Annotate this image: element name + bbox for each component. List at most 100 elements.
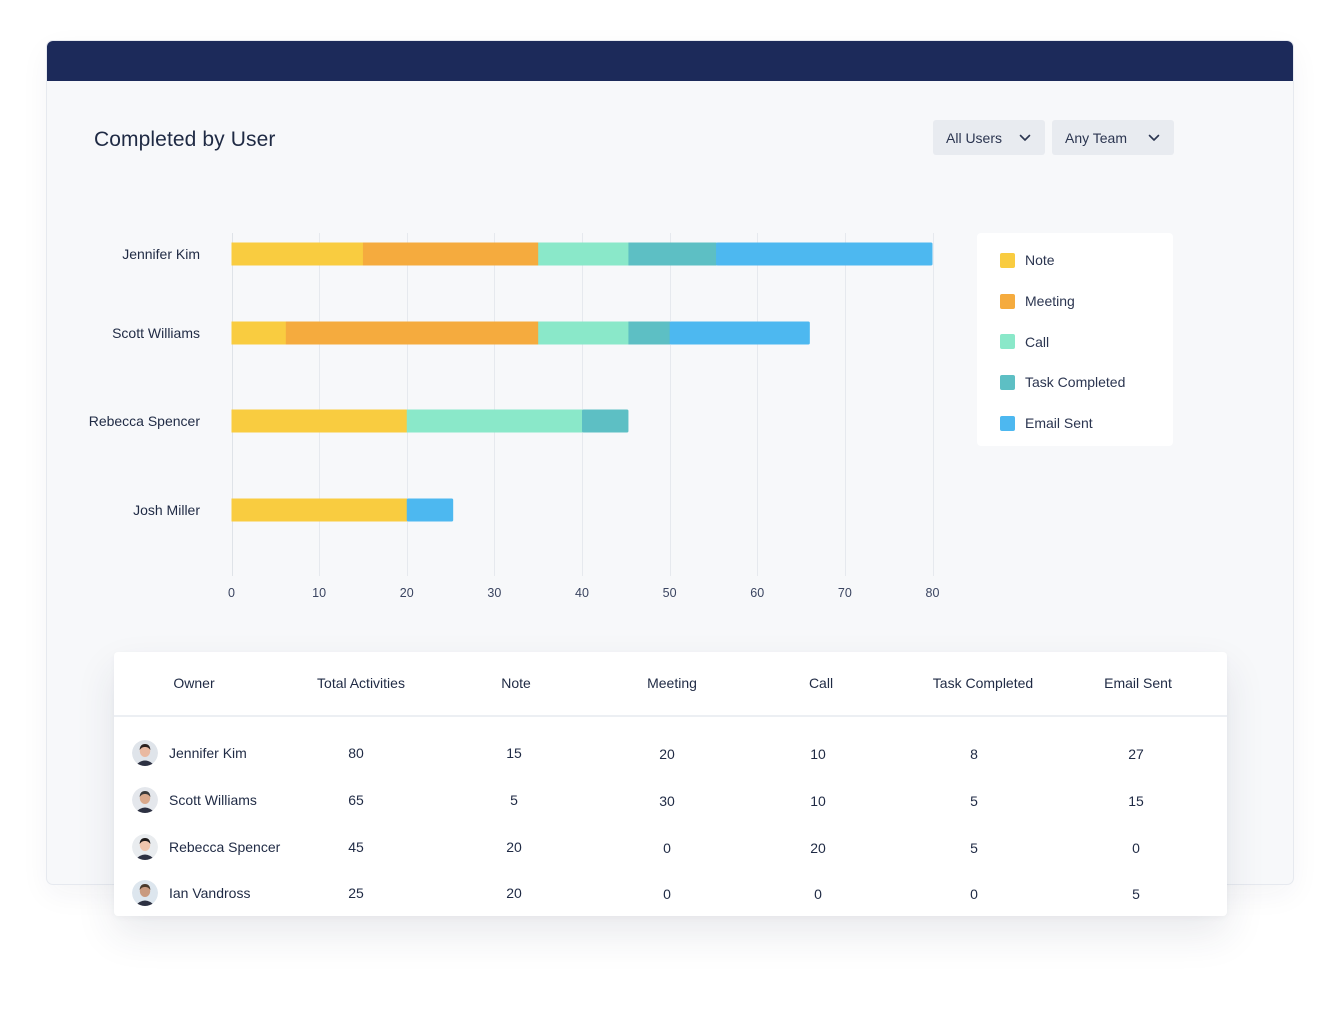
y-category-label: Josh Miller — [133, 502, 200, 518]
legend-item: Meeting — [1000, 281, 1173, 322]
owner-name: Ian Vandross — [169, 885, 251, 901]
bar-segment — [406, 409, 583, 433]
table-cell: 5 — [970, 793, 978, 809]
x-tick-label: 20 — [400, 586, 414, 600]
table-cell: 0 — [1132, 840, 1140, 856]
avatar — [132, 740, 158, 766]
x-tick-label: 70 — [838, 586, 852, 600]
table-cell: 10 — [810, 746, 826, 762]
owner-cell: Scott Williams — [132, 777, 257, 823]
column-header[interactable]: Task Completed — [932, 675, 1034, 691]
table-cell: 27 — [1128, 746, 1144, 762]
x-tick-label: 50 — [663, 586, 677, 600]
y-category-label: Jennifer Kim — [122, 246, 200, 262]
legend-swatch — [1000, 252, 1015, 268]
table-cell: 5 — [1132, 886, 1140, 902]
bar-segment — [231, 498, 408, 522]
legend-item: Task Completed — [1000, 362, 1173, 403]
x-tick-label: 10 — [312, 586, 326, 600]
page-title: Completed by User — [94, 128, 276, 151]
legend-item: Email Sent — [1000, 403, 1173, 444]
owner-name: Jennifer Kim — [169, 745, 247, 761]
avatar — [132, 787, 158, 813]
column-header[interactable]: Call — [808, 675, 834, 691]
bar-segment — [716, 242, 933, 266]
column-header[interactable]: Email Sent — [1104, 675, 1172, 691]
legend-swatch — [1000, 334, 1015, 350]
table-row[interactable]: Scott Williams 65 5 30 10 5 15 — [114, 777, 1227, 823]
column-header[interactable]: Note — [501, 675, 531, 691]
legend-item: Call — [1000, 321, 1173, 362]
table-cell: 20 — [659, 746, 675, 762]
table-cell: 0 — [663, 840, 671, 856]
table-cell: 65 — [348, 792, 364, 808]
table-cell: 0 — [814, 886, 822, 902]
bar-segment — [231, 242, 364, 266]
owner-cell: Ian Vandross — [132, 870, 250, 916]
table-cell: 0 — [970, 886, 978, 902]
legend-label: Call — [1025, 333, 1050, 350]
owner-cell: Rebecca Spencer — [132, 824, 280, 870]
column-header[interactable]: Meeting — [647, 675, 697, 691]
table-cell: 30 — [659, 793, 675, 809]
bar-segment — [285, 321, 539, 345]
avatar — [132, 834, 158, 860]
table-cell: 20 — [810, 840, 826, 856]
x-tick-label: 40 — [575, 586, 589, 600]
chevron-down-icon — [1019, 132, 1031, 144]
bar-segment — [231, 409, 408, 433]
bar-segment — [669, 321, 810, 345]
legend-label: Email Sent — [1025, 415, 1093, 432]
table-cell: 15 — [1128, 793, 1144, 809]
y-category-label: Rebecca Spencer — [89, 413, 201, 429]
completed-by-user-chart: 0 10 20 30 40 50 60 70 80 Jennifer Kim Scott Willi… — [89, 233, 940, 600]
chevron-down-icon — [1148, 132, 1160, 144]
table-cell: 5 — [510, 792, 518, 808]
table-row[interactable]: Jennifer Kim 80 15 20 10 8 27 — [114, 730, 1227, 776]
any-team-dropdown-label: Any Team — [1065, 129, 1127, 146]
owner-cell: Jennifer Kim — [132, 730, 247, 776]
bar-segment — [582, 409, 629, 433]
bar-segment — [362, 242, 539, 266]
bar-segment — [538, 321, 629, 345]
table-cell: 25 — [348, 885, 364, 901]
table-cell: 15 — [506, 745, 522, 761]
x-tick-label: 80 — [926, 586, 940, 600]
legend-swatch — [1000, 374, 1015, 390]
any-team-dropdown[interactable]: Any Team — [1052, 120, 1174, 155]
legend-swatch — [1000, 415, 1015, 431]
bar-segment — [628, 321, 671, 345]
y-category-label: Scott Williams — [112, 325, 200, 341]
legend-item: Note — [1000, 240, 1173, 281]
bar-segment — [628, 242, 717, 266]
legend-swatch — [1000, 293, 1015, 309]
all-users-dropdown[interactable]: All Users — [933, 120, 1045, 155]
x-tick-label: 60 — [750, 586, 764, 600]
all-users-dropdown-label: All Users — [946, 129, 1003, 146]
legend-label: Task Completed — [1025, 374, 1126, 391]
bar-segment — [231, 321, 287, 345]
table-cell: 20 — [506, 839, 522, 855]
legend-label: Meeting — [1025, 293, 1075, 310]
table-cell: 80 — [348, 745, 364, 761]
table-cell: 10 — [810, 793, 826, 809]
table-row[interactable]: Ian Vandross 25 20 0 0 0 5 — [114, 870, 1227, 916]
avatar — [132, 880, 158, 906]
column-header[interactable]: Owner — [173, 675, 215, 691]
table-cell: 5 — [970, 840, 978, 856]
x-tick-label: 30 — [487, 586, 501, 600]
legend-label: Note — [1025, 252, 1055, 269]
app-header-bar — [47, 41, 1293, 81]
table-cell: 20 — [506, 885, 522, 901]
column-header[interactable]: Total Activities — [317, 675, 405, 691]
owner-name: Scott Williams — [169, 792, 257, 808]
table-cell: 8 — [970, 746, 978, 762]
table-cell: 0 — [663, 886, 671, 902]
bar-segment — [406, 498, 454, 522]
table-header: Owner Total Activities Note Meeting Call Task… — [114, 652, 1227, 717]
owner-name: Rebecca Spencer — [169, 839, 281, 855]
chart-legend: Note Meeting Call Task Completed Email Sent — [977, 233, 1173, 446]
activities-table: Owner Total Activities Note Meeting Call Task… — [114, 652, 1227, 916]
table-row[interactable]: Rebecca Spencer 45 20 0 20 5 0 — [114, 824, 1227, 870]
table-cell: 45 — [348, 839, 364, 855]
